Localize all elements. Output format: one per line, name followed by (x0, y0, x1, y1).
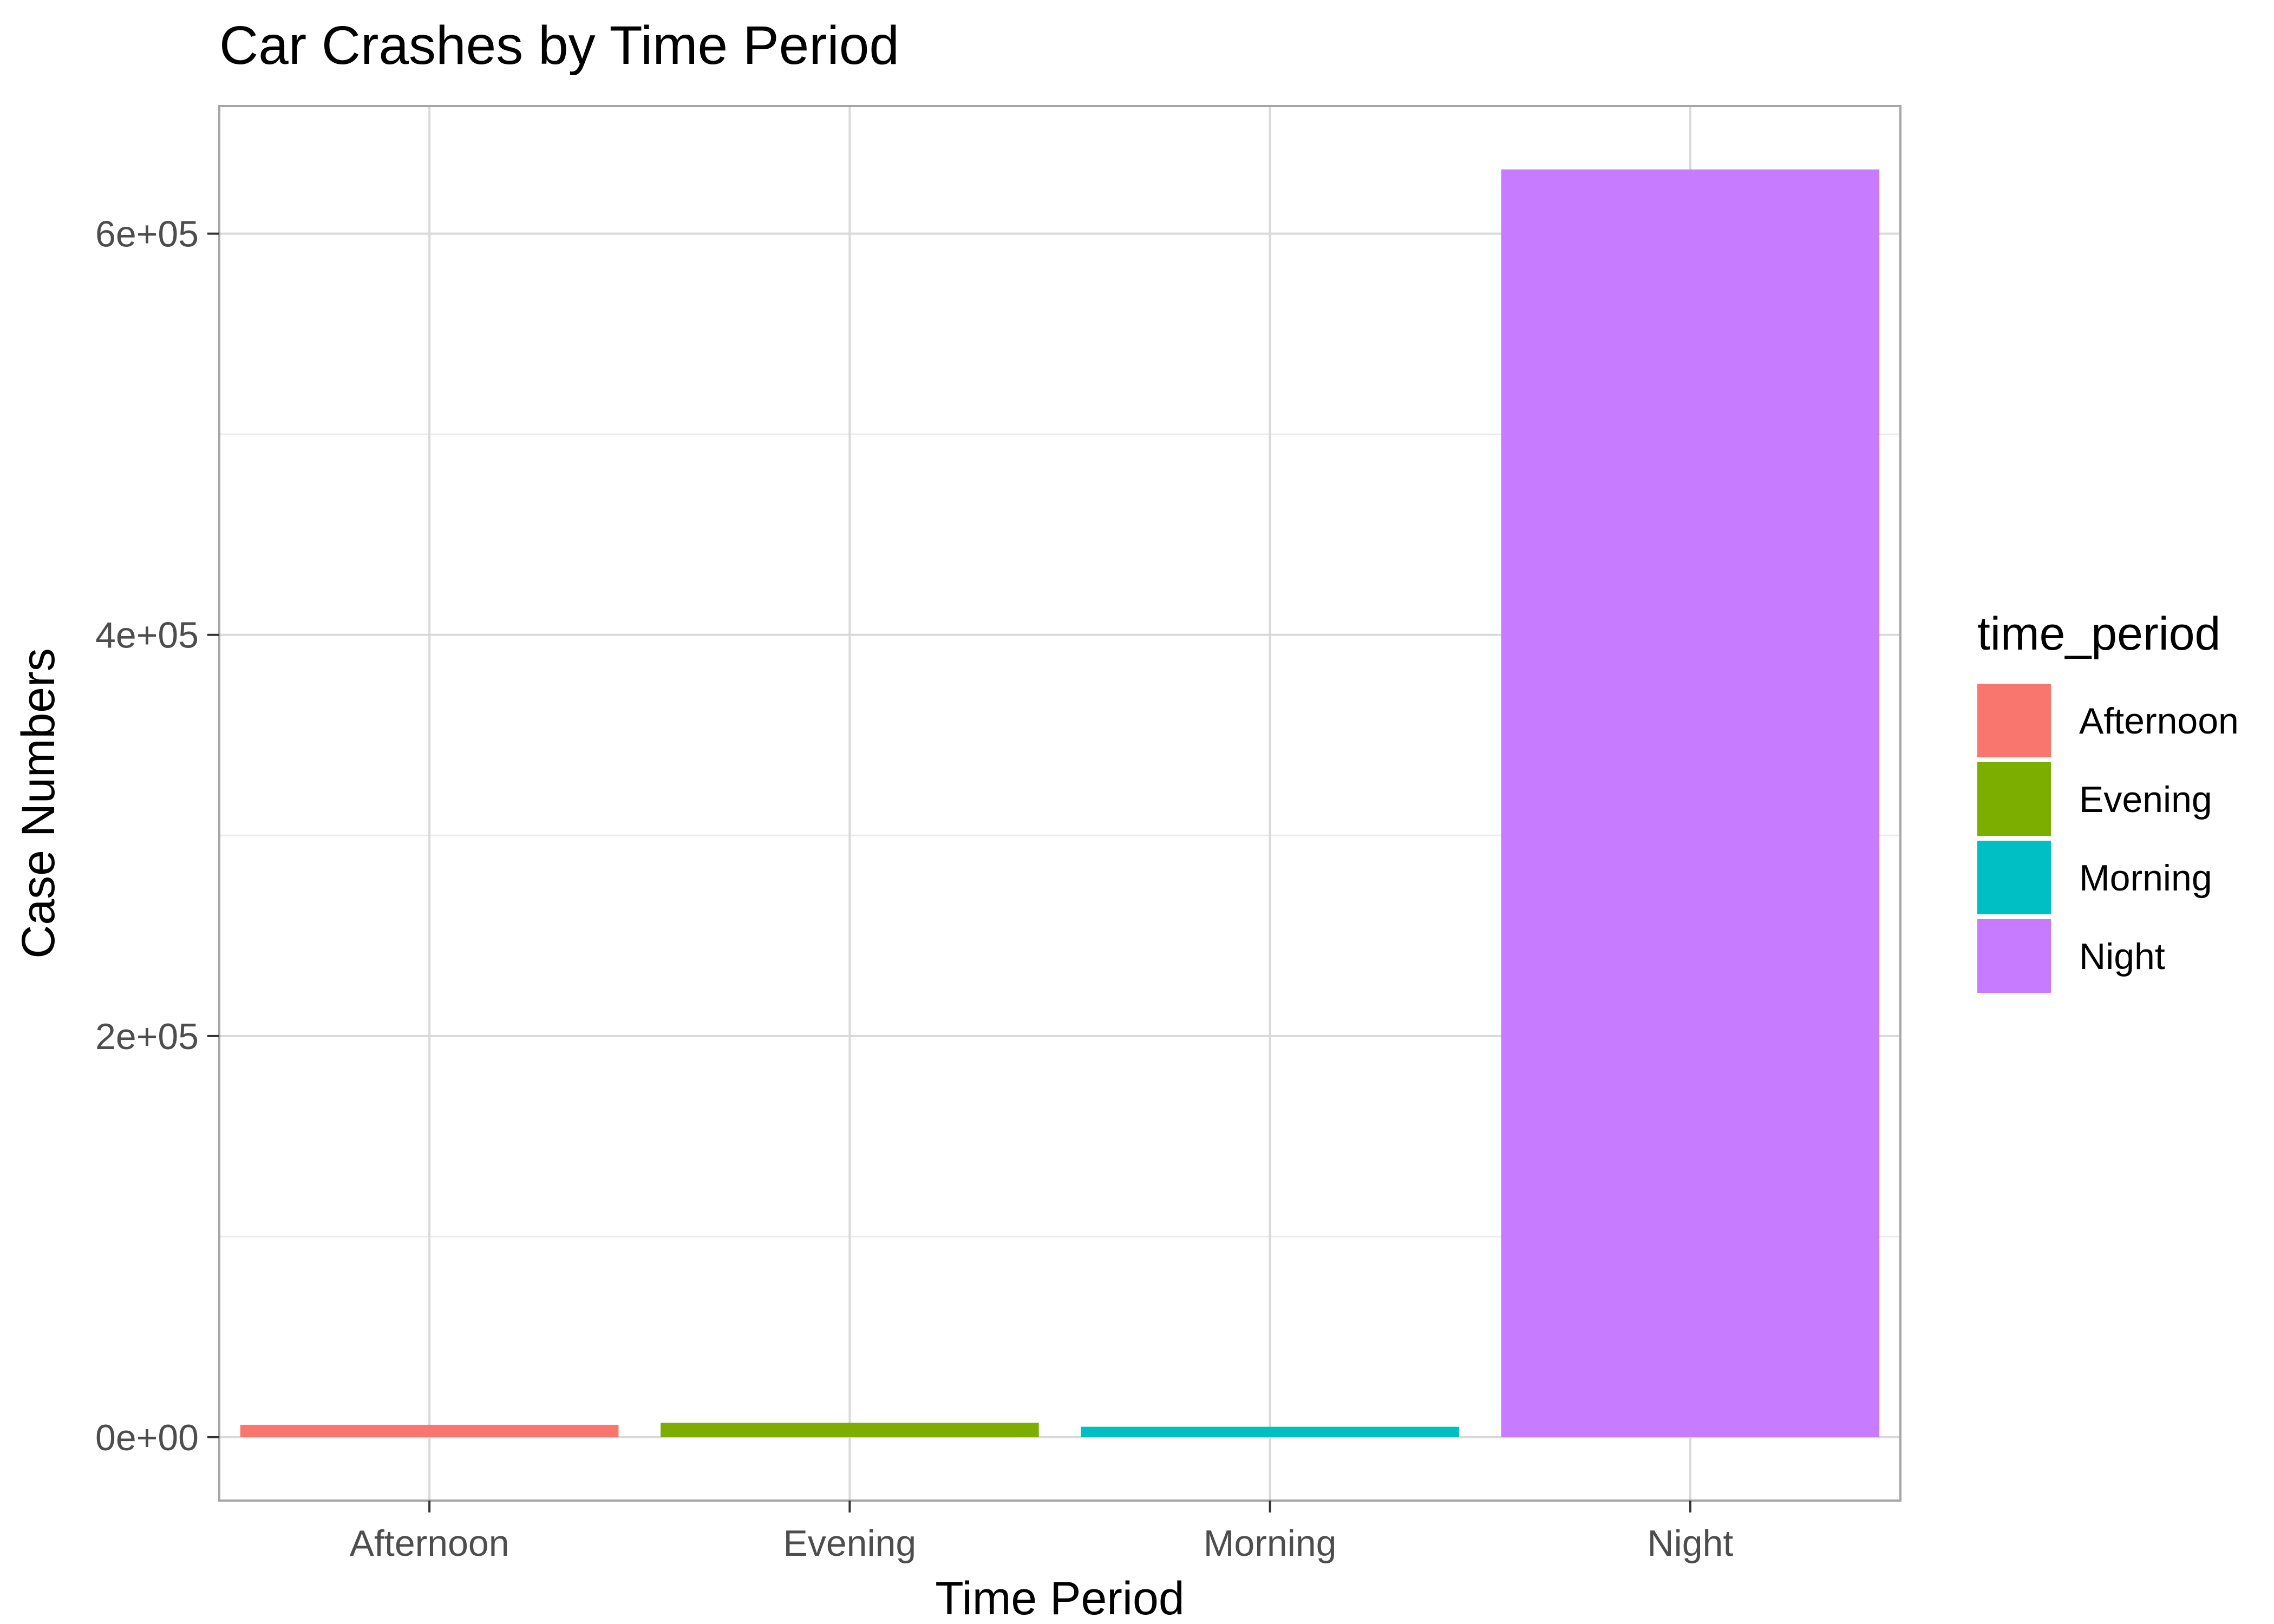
legend-label: Night (2079, 936, 2165, 977)
bar-afternoon (240, 1424, 619, 1437)
legend: time_period Afternoon Evening Morning Night (1977, 608, 2239, 993)
legend-key-night (1977, 919, 2051, 993)
legend-title: time_period (1977, 608, 2220, 660)
y-axis-title: Case Numbers (12, 648, 64, 959)
bar-morning (1081, 1426, 1459, 1437)
x-axis-title: Time Period (935, 1573, 1184, 1624)
legend-key-afternoon (1977, 684, 2051, 757)
x-tick-label: Evening (783, 1523, 917, 1564)
y-tick-label: 4e+05 (95, 615, 199, 656)
y-tick-label: 2e+05 (95, 1016, 199, 1057)
bar-evening (661, 1423, 1039, 1437)
y-tick-label: 0e+00 (95, 1417, 199, 1458)
y-tick-label: 6e+05 (95, 214, 199, 255)
legend-label: Evening (2079, 779, 2212, 820)
x-tick-label: Night (1648, 1523, 1734, 1564)
legend-label: Morning (2079, 857, 2212, 899)
x-tick-label: Afternoon (350, 1523, 509, 1564)
plot-panel (218, 105, 1901, 1502)
legend-key-morning (1977, 841, 2051, 914)
legend-key-evening (1977, 762, 2051, 836)
panel-border (218, 105, 1901, 1502)
chart-title: Car Crashes by Time Period (219, 15, 899, 76)
bar-night (1501, 169, 1880, 1437)
x-tick-label: Morning (1204, 1523, 1337, 1564)
legend-label: Afternoon (2079, 700, 2239, 742)
